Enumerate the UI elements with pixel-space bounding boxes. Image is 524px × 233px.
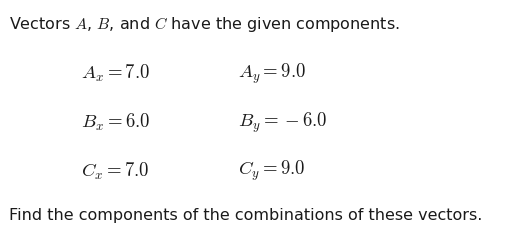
Text: $C_y = 9.0$: $C_y = 9.0$ [238,159,306,183]
Text: $A_y = 9.0$: $A_y = 9.0$ [238,61,307,86]
Text: Find the components of the combinations of these vectors.: Find the components of the combinations … [9,208,483,223]
Text: $B_x = 6.0$: $B_x = 6.0$ [81,112,150,133]
Text: $C_x = 7.0$: $C_x = 7.0$ [81,161,150,182]
Text: Vectors $A$, $B$, and $C$ have the given components.: Vectors $A$, $B$, and $C$ have the given… [9,15,400,34]
Text: $A_x = 7.0$: $A_x = 7.0$ [81,63,150,84]
Text: $B_y = -6.0$: $B_y = -6.0$ [238,110,328,134]
